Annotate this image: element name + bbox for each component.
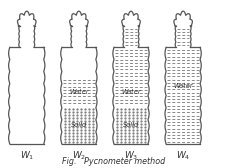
Text: $W_4$: $W_4$ xyxy=(175,149,190,162)
Polygon shape xyxy=(165,47,199,144)
Polygon shape xyxy=(175,26,190,47)
Text: $W_3$: $W_3$ xyxy=(123,149,138,162)
Text: Fig.   Pycnometer method: Fig. Pycnometer method xyxy=(62,157,165,166)
Polygon shape xyxy=(114,47,147,78)
Polygon shape xyxy=(62,78,95,105)
Text: Solid: Solid xyxy=(122,122,138,128)
Text: Water: Water xyxy=(121,89,140,95)
Polygon shape xyxy=(114,105,147,144)
Text: Water: Water xyxy=(69,89,88,95)
Text: Solid: Solid xyxy=(70,122,87,128)
Polygon shape xyxy=(123,26,138,47)
Text: $W_2$: $W_2$ xyxy=(72,149,86,162)
Text: Water: Water xyxy=(173,83,192,89)
Text: $W_1$: $W_1$ xyxy=(20,149,34,162)
Polygon shape xyxy=(114,78,147,105)
Polygon shape xyxy=(62,105,95,144)
